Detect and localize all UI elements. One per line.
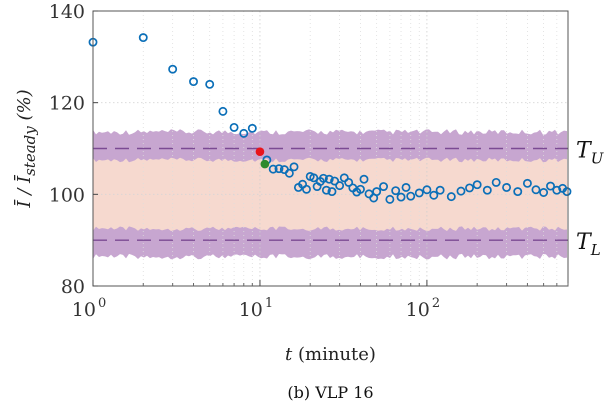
data-point (401, 183, 411, 192)
data-point (435, 185, 445, 195)
reference-label-u: TU (576, 139, 604, 168)
data-point (239, 128, 249, 138)
y-tick-label: 100 (49, 184, 85, 206)
data-point (284, 168, 294, 178)
data-point (502, 183, 512, 192)
data-point (539, 188, 549, 197)
data-point (396, 192, 406, 202)
data-point (335, 181, 345, 191)
data-point (339, 173, 349, 183)
data-point (330, 176, 340, 186)
data-point (289, 162, 299, 172)
data-point (327, 187, 337, 197)
data-point (138, 33, 148, 43)
plot-frame (92, 10, 569, 287)
data-point (385, 194, 395, 204)
data-point (491, 177, 501, 187)
data-point (379, 182, 389, 191)
x-axis-label: t (minute) (285, 344, 376, 365)
data-point (546, 181, 555, 191)
data-point (446, 192, 456, 202)
data-point (309, 173, 319, 183)
x-tick-label: 10 0 (72, 296, 106, 321)
y-tick-label: 140 (49, 1, 85, 23)
data-point (247, 123, 257, 133)
data-point (372, 187, 382, 197)
data-point (465, 183, 474, 193)
x-tick-label: 10 2 (406, 296, 440, 321)
highlight-point (255, 147, 265, 157)
data-point (318, 173, 328, 183)
data-point (456, 186, 466, 196)
data-point (268, 164, 278, 174)
data-point (531, 185, 541, 195)
data-point (429, 190, 439, 200)
data-point (406, 191, 416, 201)
y-tick-label: 80 (61, 276, 85, 298)
data-point (344, 177, 354, 187)
reference-label-l: TL (576, 230, 601, 259)
x-tick-label: 10 1 (239, 296, 273, 321)
y-axis-label: Ī / Īsteady (%) (12, 89, 39, 208)
data-point (229, 122, 239, 132)
data-point (218, 106, 228, 116)
data-point (414, 188, 424, 198)
data-point (359, 174, 369, 184)
data-point (422, 185, 432, 195)
data-point (562, 187, 572, 197)
data-point (513, 187, 523, 197)
highlight-point (260, 159, 270, 169)
data-point (522, 178, 532, 188)
axis-ticks (92, 10, 569, 287)
data-point (189, 77, 198, 87)
data-point (274, 164, 284, 174)
data-point (168, 64, 178, 74)
data-point (356, 184, 365, 194)
figure-caption: (b) VLP 16 (287, 383, 373, 402)
data-point (302, 184, 311, 194)
data-point (552, 185, 562, 195)
data-point (482, 185, 492, 195)
reference-lines (93, 147, 568, 241)
y-tick-label: 120 (49, 93, 85, 115)
data-point (321, 185, 331, 195)
data-point (472, 180, 482, 190)
data-point (324, 174, 334, 184)
data-point (205, 79, 215, 89)
data-point (391, 186, 401, 196)
